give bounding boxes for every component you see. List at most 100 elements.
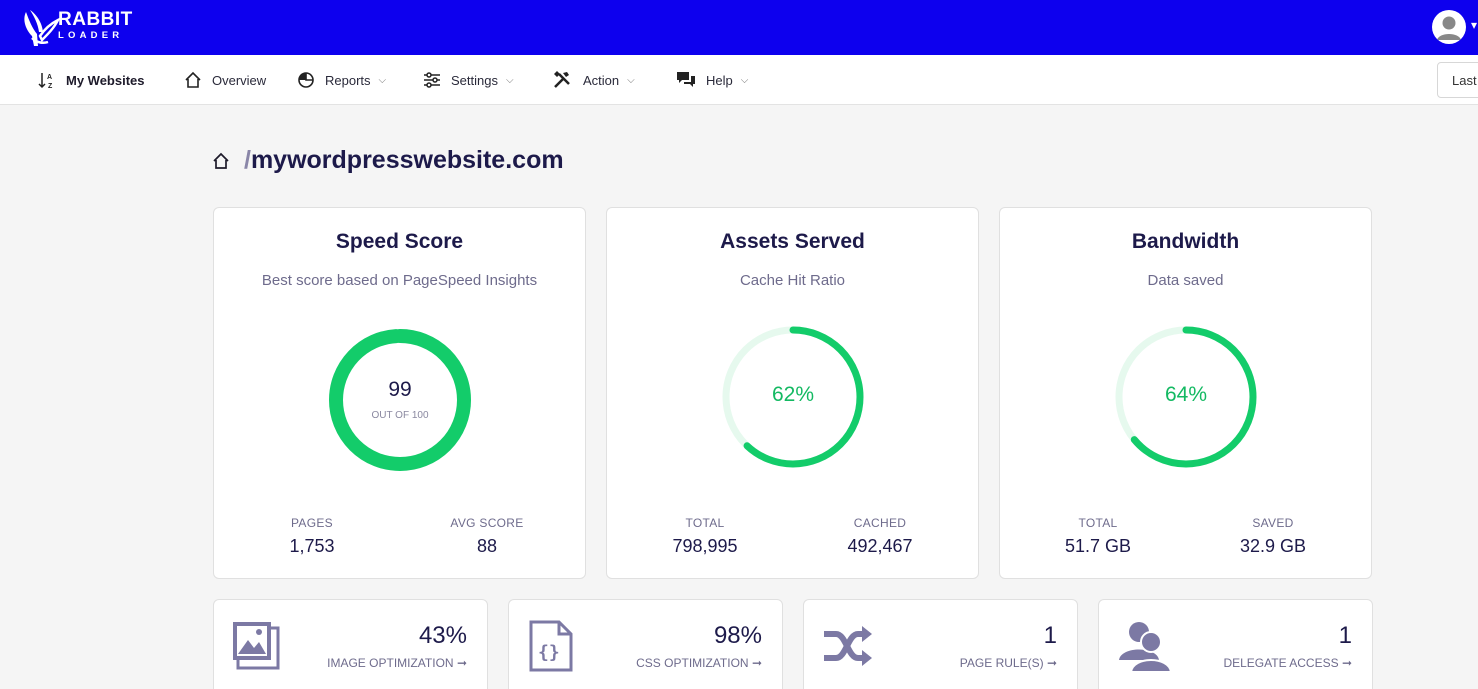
card-subtitle: Data saved [1147, 272, 1224, 289]
nav-help[interactable]: Help ⌵ [676, 55, 748, 105]
brand-logo[interactable] [20, 8, 60, 48]
mini-card-label-text: CSS OPTIMIZATION [636, 656, 749, 670]
mini-card-value: 1 [1043, 622, 1057, 649]
brand-line-2: LOADER [58, 30, 124, 41]
arrow-right-icon: ➞ [1341, 656, 1352, 670]
nav-help-label: Help [706, 72, 733, 88]
nav-reports-label: Reports [325, 72, 371, 88]
stat-value: 492,467 [847, 536, 913, 556]
gauge-arc [1115, 326, 1257, 468]
cache-hit-gauge: 62% [719, 323, 867, 471]
card-title: Speed Score [335, 230, 464, 253]
gauge-arc [722, 326, 864, 468]
mini-card-label[interactable]: CSS OPTIMIZATION ➞ [636, 656, 762, 670]
stat-cached: CACHED 492,467 [820, 516, 940, 557]
mini-card-label-text: PAGE RULE(S) [959, 656, 1044, 670]
breadcrumb-separator: / [244, 146, 251, 174]
card-subtitle: Cache Hit Ratio [739, 272, 846, 289]
nav-overview[interactable]: Overview [184, 55, 266, 105]
nav-my-websites[interactable]: A Z My Websites [38, 55, 145, 105]
stat-label: TOTAL [1078, 516, 1118, 530]
chevron-down-icon: ⌵ [740, 74, 749, 86]
page-title: / mywordpresswebsite.com [212, 146, 564, 175]
account-caret-icon[interactable]: ▾ [1471, 18, 1478, 32]
stat-value: 88 [476, 536, 498, 556]
user-icon [1437, 16, 1461, 40]
stat-value: 32.9 GB [1239, 536, 1307, 556]
stat-total: TOTAL 798,995 [645, 516, 765, 557]
nav-overview-label: Overview [212, 72, 267, 88]
card-title: Assets Served [720, 230, 865, 253]
shuffle-icon [824, 626, 872, 666]
css-file-icon: {} [529, 620, 573, 672]
sort-az-icon: A Z [38, 73, 53, 89]
gauge-arc [329, 329, 471, 471]
nav-reports[interactable]: Reports ⌵ [297, 55, 386, 105]
stat-value: 51.7 GB [1064, 536, 1132, 556]
gauge-ring [329, 329, 471, 471]
chevron-down-icon: ⌵ [627, 74, 635, 86]
nav-settings[interactable]: Settings ⌵ [423, 55, 514, 105]
stat-label: TOTAL [685, 516, 725, 530]
home-icon [185, 71, 201, 88]
gauge-value: 62% [771, 383, 815, 406]
speed-score-gauge: 99 OUT OF 100 [326, 326, 474, 474]
nav-bar: A Z My Websites Overview Reports ⌵ Setti… [0, 55, 1478, 105]
image-icon [233, 622, 280, 670]
svg-text:{}: {} [538, 642, 560, 663]
rabbit-logo-icon [24, 10, 60, 46]
stat-avg-score: AVG SCORE 88 [427, 516, 547, 557]
data-saved-gauge: 64% [1112, 323, 1260, 471]
stat-value: 798,995 [672, 536, 738, 556]
date-range-select[interactable]: Last [1437, 62, 1478, 98]
image-optimization-card[interactable]: 43% IMAGE OPTIMIZATION ➞ [213, 599, 488, 689]
mini-card-label[interactable]: DELEGATE ACCESS ➞ [1223, 656, 1352, 670]
gauge-ring [722, 326, 864, 468]
stat-value: 1,753 [289, 536, 335, 556]
brand-line-1: RABBIT [58, 9, 133, 30]
delegate-access-card[interactable]: 1 DELEGATE ACCESS ➞ [1098, 599, 1373, 689]
gauge-value-subtitle: OUT OF 100 [371, 410, 429, 421]
nav-action[interactable]: Action ⌵ [553, 55, 635, 105]
card-title: Bandwidth [1131, 230, 1240, 253]
site-name: mywordpresswebsite.com [250, 146, 564, 174]
home-icon[interactable] [212, 152, 230, 170]
users-icon [1119, 622, 1173, 672]
mini-card-value: 43% [418, 622, 467, 649]
mini-card-label[interactable]: PAGE RULE(S) ➞ [960, 656, 1057, 670]
nav-action-label: Action [583, 72, 620, 88]
css-optimization-card[interactable]: {} 98% CSS OPTIMIZATION ➞ [508, 599, 783, 689]
gauge-value: 99 [388, 378, 412, 401]
stat-total: TOTAL 51.7 GB [1038, 516, 1158, 557]
stat-label: CACHED [853, 516, 907, 530]
card-subtitle: Best score based on PageSpeed Insights [261, 272, 538, 289]
sliders-icon [424, 72, 440, 88]
user-avatar[interactable] [1432, 10, 1466, 44]
arrow-right-icon: ➞ [456, 656, 467, 670]
arrow-right-icon: ➞ [751, 656, 762, 670]
mini-card-value: 1 [1338, 622, 1352, 649]
svg-text:A: A [47, 74, 52, 81]
chat-icon [677, 72, 695, 87]
chevron-down-icon: ⌵ [505, 74, 514, 86]
mini-card-label-text: IMAGE OPTIMIZATION [327, 656, 454, 670]
chevron-down-icon: ⌵ [378, 74, 387, 86]
svg-text:Z: Z [48, 83, 53, 89]
mini-card-label[interactable]: IMAGE OPTIMIZATION ➞ [327, 656, 467, 670]
nav-settings-label: Settings [451, 72, 498, 88]
page-rules-card[interactable]: 1 PAGE RULE(S) ➞ [803, 599, 1078, 689]
mini-card-value: 98% [713, 622, 762, 649]
gauge-ring [1115, 326, 1257, 468]
brand-name: RABBIT LOADER [58, 10, 133, 41]
mini-card-label-text: DELEGATE ACCESS [1223, 656, 1339, 670]
tools-icon [554, 71, 570, 88]
stat-label: AVG SCORE [450, 516, 524, 530]
assets-served-card: Assets Served Cache Hit Ratio 62% TOTAL … [606, 207, 979, 579]
top-bar: RABBIT LOADER ▾ [0, 0, 1478, 55]
nav-my-websites-label: My Websites [66, 72, 145, 88]
arrow-right-icon: ➞ [1046, 656, 1057, 670]
stat-pages: PAGES 1,753 [252, 516, 372, 557]
gauge-value: 64% [1164, 383, 1208, 406]
stat-label: SAVED [1252, 516, 1294, 530]
pie-chart-icon [298, 72, 314, 88]
